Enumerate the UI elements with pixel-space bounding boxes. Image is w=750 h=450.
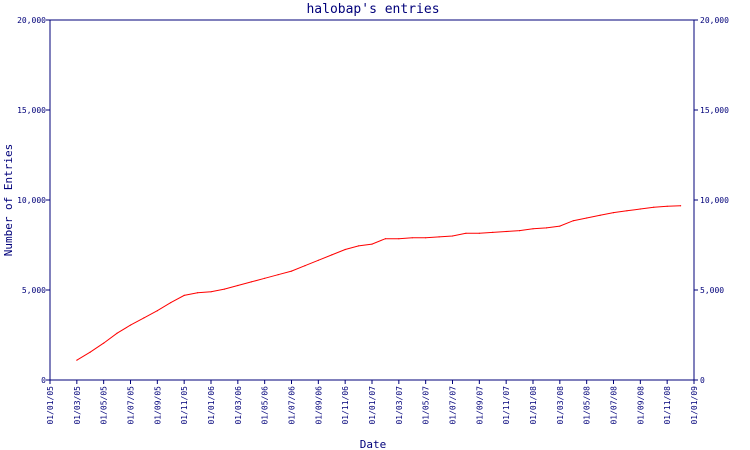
data-point <box>129 324 132 326</box>
y-axis-label: Number of Entries <box>2 144 15 257</box>
x-tick-label: 01/09/08 <box>636 386 645 425</box>
data-point <box>317 259 319 261</box>
data-point <box>545 227 548 229</box>
plot-frame <box>49 19 695 381</box>
x-tick-label: 01/05/06 <box>261 386 270 425</box>
x-tick-label: 01/07/08 <box>610 386 619 425</box>
data-point <box>599 214 601 216</box>
data-point <box>223 288 226 290</box>
data-point <box>451 235 454 237</box>
y-tick-label-right: 20,000 <box>700 16 729 25</box>
data-point <box>478 232 480 234</box>
x-tick-label: 01/01/07 <box>368 386 377 425</box>
data-point <box>438 236 440 238</box>
data-point <box>384 238 387 240</box>
data-point <box>183 294 185 296</box>
x-tick-label: 01/01/09 <box>690 386 699 425</box>
data-point <box>411 237 413 239</box>
data-point <box>290 270 293 272</box>
x-tick-label: 01/09/05 <box>153 386 162 425</box>
data-point <box>398 238 400 240</box>
x-tick-label: 01/09/06 <box>314 386 323 425</box>
y-tick-label-right: 10,000 <box>700 196 729 205</box>
data-point <box>518 230 521 232</box>
data-point <box>572 220 574 222</box>
x-tick-label: 01/07/07 <box>449 386 458 425</box>
x-tick-label: 01/03/06 <box>234 386 243 425</box>
x-tick-label: 01/07/05 <box>127 386 136 425</box>
y-tick-label-left: 5,000 <box>22 286 46 295</box>
x-axis-label: Date <box>360 438 387 450</box>
data-point <box>76 359 78 361</box>
chart-title: halobap's entries <box>306 2 439 17</box>
data-point <box>357 245 360 247</box>
data-point <box>532 228 534 230</box>
data-point <box>626 210 628 212</box>
x-tick-label: 01/01/05 <box>46 386 55 425</box>
data-point <box>344 248 346 251</box>
x-tick-label: 01/03/05 <box>73 386 82 425</box>
data-point <box>103 342 105 344</box>
x-tick-label: 01/09/07 <box>475 386 484 425</box>
y-tick-label-left: 20,000 <box>17 16 46 25</box>
tick-labels: 0 0 5,000 5,000 10,000 10,000 15,000 15,000 20,0… <box>17 16 729 425</box>
x-tick-label: 01/03/07 <box>395 386 404 425</box>
data-point <box>653 206 655 208</box>
y-tick-label-right: 0 <box>700 376 705 385</box>
data-point <box>559 225 561 227</box>
data-point <box>492 231 494 233</box>
data-point <box>264 277 266 279</box>
x-tick-label: 01/07/06 <box>288 386 297 425</box>
data-point <box>156 310 158 312</box>
data-point <box>371 243 373 245</box>
x-tick-label: 01/11/07 <box>502 386 511 425</box>
axes <box>46 19 698 384</box>
data-point <box>196 292 199 294</box>
data-point <box>505 230 507 233</box>
y-tick-label-right: 15,000 <box>700 106 729 115</box>
x-tick-label: 01/01/08 <box>529 386 538 425</box>
data-point <box>210 291 212 293</box>
y-tick-label-right: 5,000 <box>700 286 724 295</box>
data-point <box>170 302 172 304</box>
data-point <box>331 254 333 256</box>
series-group <box>76 205 682 361</box>
y-tick-label-left: 15,000 <box>17 106 46 115</box>
x-tick-label: 01/05/07 <box>422 386 431 425</box>
x-tick-label: 01/01/06 <box>207 386 216 425</box>
x-tick-label: 01/03/08 <box>556 386 565 425</box>
data-point <box>304 265 306 267</box>
data-point <box>612 212 615 214</box>
data-point <box>586 217 588 219</box>
data-point <box>465 232 467 234</box>
y-tick-label-left: 0 <box>41 376 46 385</box>
data-point <box>666 205 668 207</box>
data-point <box>679 205 682 207</box>
data-point <box>89 351 91 353</box>
x-tick-label: 01/05/08 <box>583 386 592 425</box>
x-tick-label: 01/11/06 <box>341 386 350 425</box>
x-tick-label: 01/11/05 <box>180 386 189 425</box>
x-tick-label: 01/05/05 <box>100 386 109 425</box>
data-point <box>116 332 118 334</box>
y-tick-label-left: 10,000 <box>17 196 46 205</box>
series-line <box>76 205 681 361</box>
data-point <box>143 317 145 319</box>
data-point <box>237 284 239 287</box>
data-point <box>250 281 252 283</box>
x-tick-label: 01/11/08 <box>663 386 672 425</box>
data-point <box>639 208 641 210</box>
data-point <box>277 274 279 276</box>
data-point <box>425 237 427 239</box>
